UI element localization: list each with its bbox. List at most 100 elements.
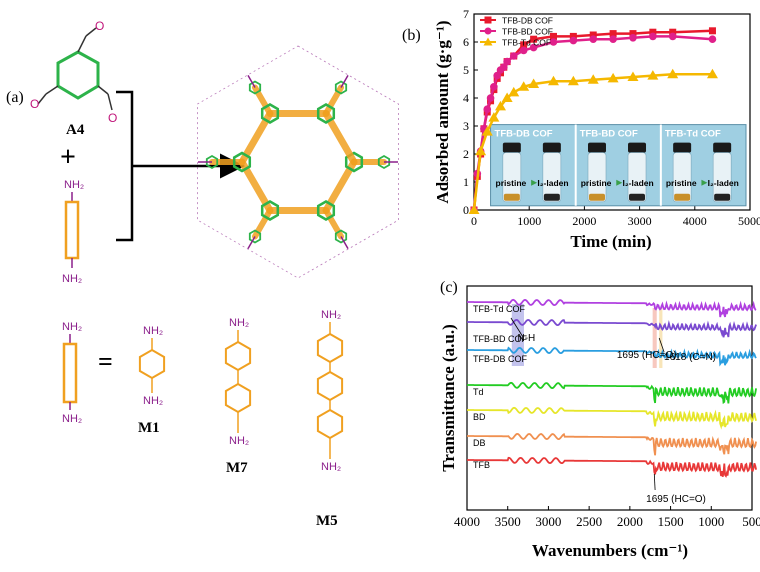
monomer-benzene xyxy=(224,340,252,372)
chart-b-frame xyxy=(473,13,751,211)
vial-powder-laden xyxy=(714,193,731,201)
cof-outer-node xyxy=(248,229,262,244)
nh2-bottom-label: NH₂ xyxy=(62,273,82,285)
legend-label: TFB-DB COF xyxy=(502,16,553,26)
vial-cap xyxy=(713,142,732,153)
cof-framework-structure xyxy=(197,45,399,279)
panel-c-chart: (c) 4000 3500 3000 2500 2000 1500 1000 500 TFB-T… xyxy=(439,279,760,560)
monomer-nh2-bottom: NH₂ xyxy=(321,461,341,473)
ftir-trace xyxy=(467,298,757,318)
ftir-series-tfb-bd-cof: TFB-BD COF xyxy=(467,318,757,344)
x-tick-label: 2500 xyxy=(576,514,602,529)
aldehyde-a4-molecule: O O O xyxy=(30,19,117,125)
x-tick-label: 2000 xyxy=(617,514,643,529)
ftir-series-td: Td xyxy=(467,381,757,405)
a4-label: A4 xyxy=(66,122,85,138)
cof-linker xyxy=(322,158,358,214)
ftir-trace xyxy=(467,381,757,405)
ftir-series-tfb-td-cof: TFB-Td COF xyxy=(467,298,757,318)
series-line xyxy=(472,35,713,211)
legend-marker xyxy=(484,27,492,35)
cof-terminal-group xyxy=(340,75,349,88)
monomer-benzene xyxy=(316,408,344,440)
x-tick-label: 5000 xyxy=(738,214,760,228)
monomer-m7-label: M7 xyxy=(226,460,248,476)
svg-text:O: O xyxy=(30,97,39,111)
data-point xyxy=(669,28,677,36)
cof-terminal-group xyxy=(247,75,256,88)
data-point xyxy=(549,38,558,46)
cof-outer-node xyxy=(334,80,348,95)
annotation-cn: 1618 (C=N) xyxy=(664,352,716,363)
cof-outer-node xyxy=(248,80,262,95)
reaction-bracket xyxy=(116,90,134,242)
data-point xyxy=(607,72,619,83)
data-point xyxy=(509,52,518,60)
vial-body xyxy=(587,152,607,203)
monomer-nh2-bottom: NH₂ xyxy=(229,435,249,447)
data-point xyxy=(649,32,657,41)
monomer-m5: NH₂ NH₂ xyxy=(316,309,344,473)
vial-cap xyxy=(628,142,647,153)
ftir-series-tfb-db-cof: TFB-DB COF xyxy=(467,346,757,367)
ftir-series-label: Td xyxy=(473,387,484,397)
y-tick-label: 2 xyxy=(463,147,469,161)
cof-node-benzene xyxy=(344,151,364,173)
diamine-generic: NH₂ NH₂ xyxy=(62,179,84,285)
y-tick-label: 1 xyxy=(463,175,469,189)
x-tick-label: 3500 xyxy=(495,514,521,529)
y-tick-label: 3 xyxy=(463,119,469,133)
data-point xyxy=(481,126,493,136)
inset-title: TFB-BD COF xyxy=(580,129,638,140)
legend-label: TFB-BD COF xyxy=(502,27,553,37)
y-tick-label: 0 xyxy=(463,203,469,217)
inset-arrow xyxy=(531,179,538,186)
inset-caption-pristine: pristine xyxy=(496,178,527,188)
monomer-m1: NH₂ NH₂ xyxy=(138,325,166,407)
inset-caption-laden: I₂-laden xyxy=(537,178,568,188)
annotation-hco-pointer xyxy=(653,473,656,491)
cof-node-benzene xyxy=(316,200,336,221)
vial-powder-pristine xyxy=(674,193,691,201)
cof-terminal-group xyxy=(247,236,256,249)
data-point xyxy=(475,145,487,156)
y-tick-label: 5 xyxy=(463,63,469,77)
cof-node-benzene xyxy=(260,200,280,221)
nh2-top-label: NH₂ xyxy=(64,179,84,191)
vial-cap xyxy=(587,142,606,153)
data-point xyxy=(488,112,500,122)
vial-powder-laden xyxy=(543,193,560,201)
monomer-m1-label: M1 xyxy=(138,420,160,436)
adsorption-chart: 0 1000 2000 3000 4000 5000 0 1 2 3 4 5 6 7 TFB-DB COF p… xyxy=(463,7,760,228)
svg-text:O: O xyxy=(95,19,104,33)
vial-powder-laden xyxy=(629,193,646,201)
linker-rod xyxy=(64,200,80,260)
data-point xyxy=(668,32,677,41)
cof-linker xyxy=(238,110,274,166)
legend-marker xyxy=(484,16,492,24)
ftir-series-label: BD xyxy=(473,412,486,422)
data-point xyxy=(708,27,716,35)
ftir-series-label: TFB-DB COF xyxy=(473,354,527,364)
plus-sign: + xyxy=(60,142,76,173)
data-point xyxy=(629,34,637,42)
ftir-trace xyxy=(467,406,757,430)
data-point xyxy=(520,41,528,49)
data-point xyxy=(589,35,598,43)
data-point xyxy=(529,43,538,52)
vial-cap xyxy=(502,142,521,153)
inset-arrow xyxy=(701,179,708,186)
data-point xyxy=(547,75,559,86)
x-tick-label: 3000 xyxy=(628,214,652,228)
monomer-benzene xyxy=(316,370,344,402)
legend-label: TFB-Td COF xyxy=(502,38,551,48)
vial-body xyxy=(672,152,692,203)
svg-text:NH₂: NH₂ xyxy=(62,413,82,425)
vial-cap xyxy=(673,142,692,153)
cof-node-benzene xyxy=(260,103,280,124)
x-tick-label: 1000 xyxy=(698,514,724,529)
data-point xyxy=(609,30,617,38)
x-tick-label: 0 xyxy=(471,214,477,228)
data-point xyxy=(530,35,538,43)
ftir-series-tfb: TFB xyxy=(467,456,757,478)
